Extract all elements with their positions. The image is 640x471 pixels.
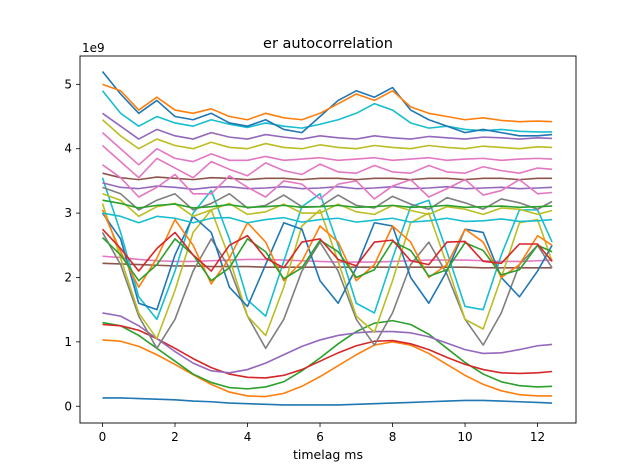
series-line-28: [102, 83, 553, 123]
series-line-15: [102, 182, 553, 191]
series-line-13: [101, 236, 553, 282]
y-tick-label: 1: [64, 335, 72, 349]
series-line-8: [101, 232, 553, 350]
series-line-12: [101, 209, 553, 288]
y-tick-label: 3: [64, 206, 72, 220]
y-tick-label: 2: [64, 270, 72, 284]
axes-frame: [79, 55, 577, 424]
y-axis: 0 1 2 3 4 5: [64, 77, 80, 413]
y-tick-label: 5: [64, 77, 72, 91]
x-axis-label: timelag ms: [293, 447, 363, 462]
plot-area: [101, 70, 553, 406]
series-line-21: [102, 212, 553, 224]
series-line-1: [102, 397, 553, 406]
series-line-22: [101, 144, 553, 179]
x-tick-label: 0: [99, 430, 107, 444]
series-line-23: [101, 132, 553, 166]
x-tick-label: 12: [530, 430, 545, 444]
series-line-4: [102, 323, 553, 379]
series-line-18: [102, 186, 553, 211]
x-tick-label: 6: [316, 430, 324, 444]
series-line-3: [102, 319, 553, 390]
series-line-19: [102, 193, 553, 218]
x-tick-label: 10: [457, 430, 472, 444]
y-offset-label: 1e9: [82, 41, 105, 55]
y-tick-label: 4: [64, 142, 72, 156]
y-tick-label: 0: [64, 399, 72, 413]
series-line-20: [102, 199, 553, 209]
series-line-24: [101, 119, 553, 150]
series-line-17: [102, 164, 553, 200]
series-line-7: [102, 262, 553, 269]
x-tick-label: 4: [244, 430, 252, 444]
series-line-25: [102, 112, 553, 140]
series-line-2: [102, 339, 553, 398]
series-line-14: [101, 228, 553, 272]
series-line-11: [101, 212, 553, 311]
series-line-9: [101, 203, 553, 340]
series-line-5: [102, 312, 553, 374]
chart-title: er autocorrelation: [263, 36, 393, 52]
x-tick-label: 8: [389, 430, 397, 444]
x-axis: 0 2 4 6 8 10 12: [99, 423, 545, 444]
x-tick-label: 2: [171, 430, 179, 444]
